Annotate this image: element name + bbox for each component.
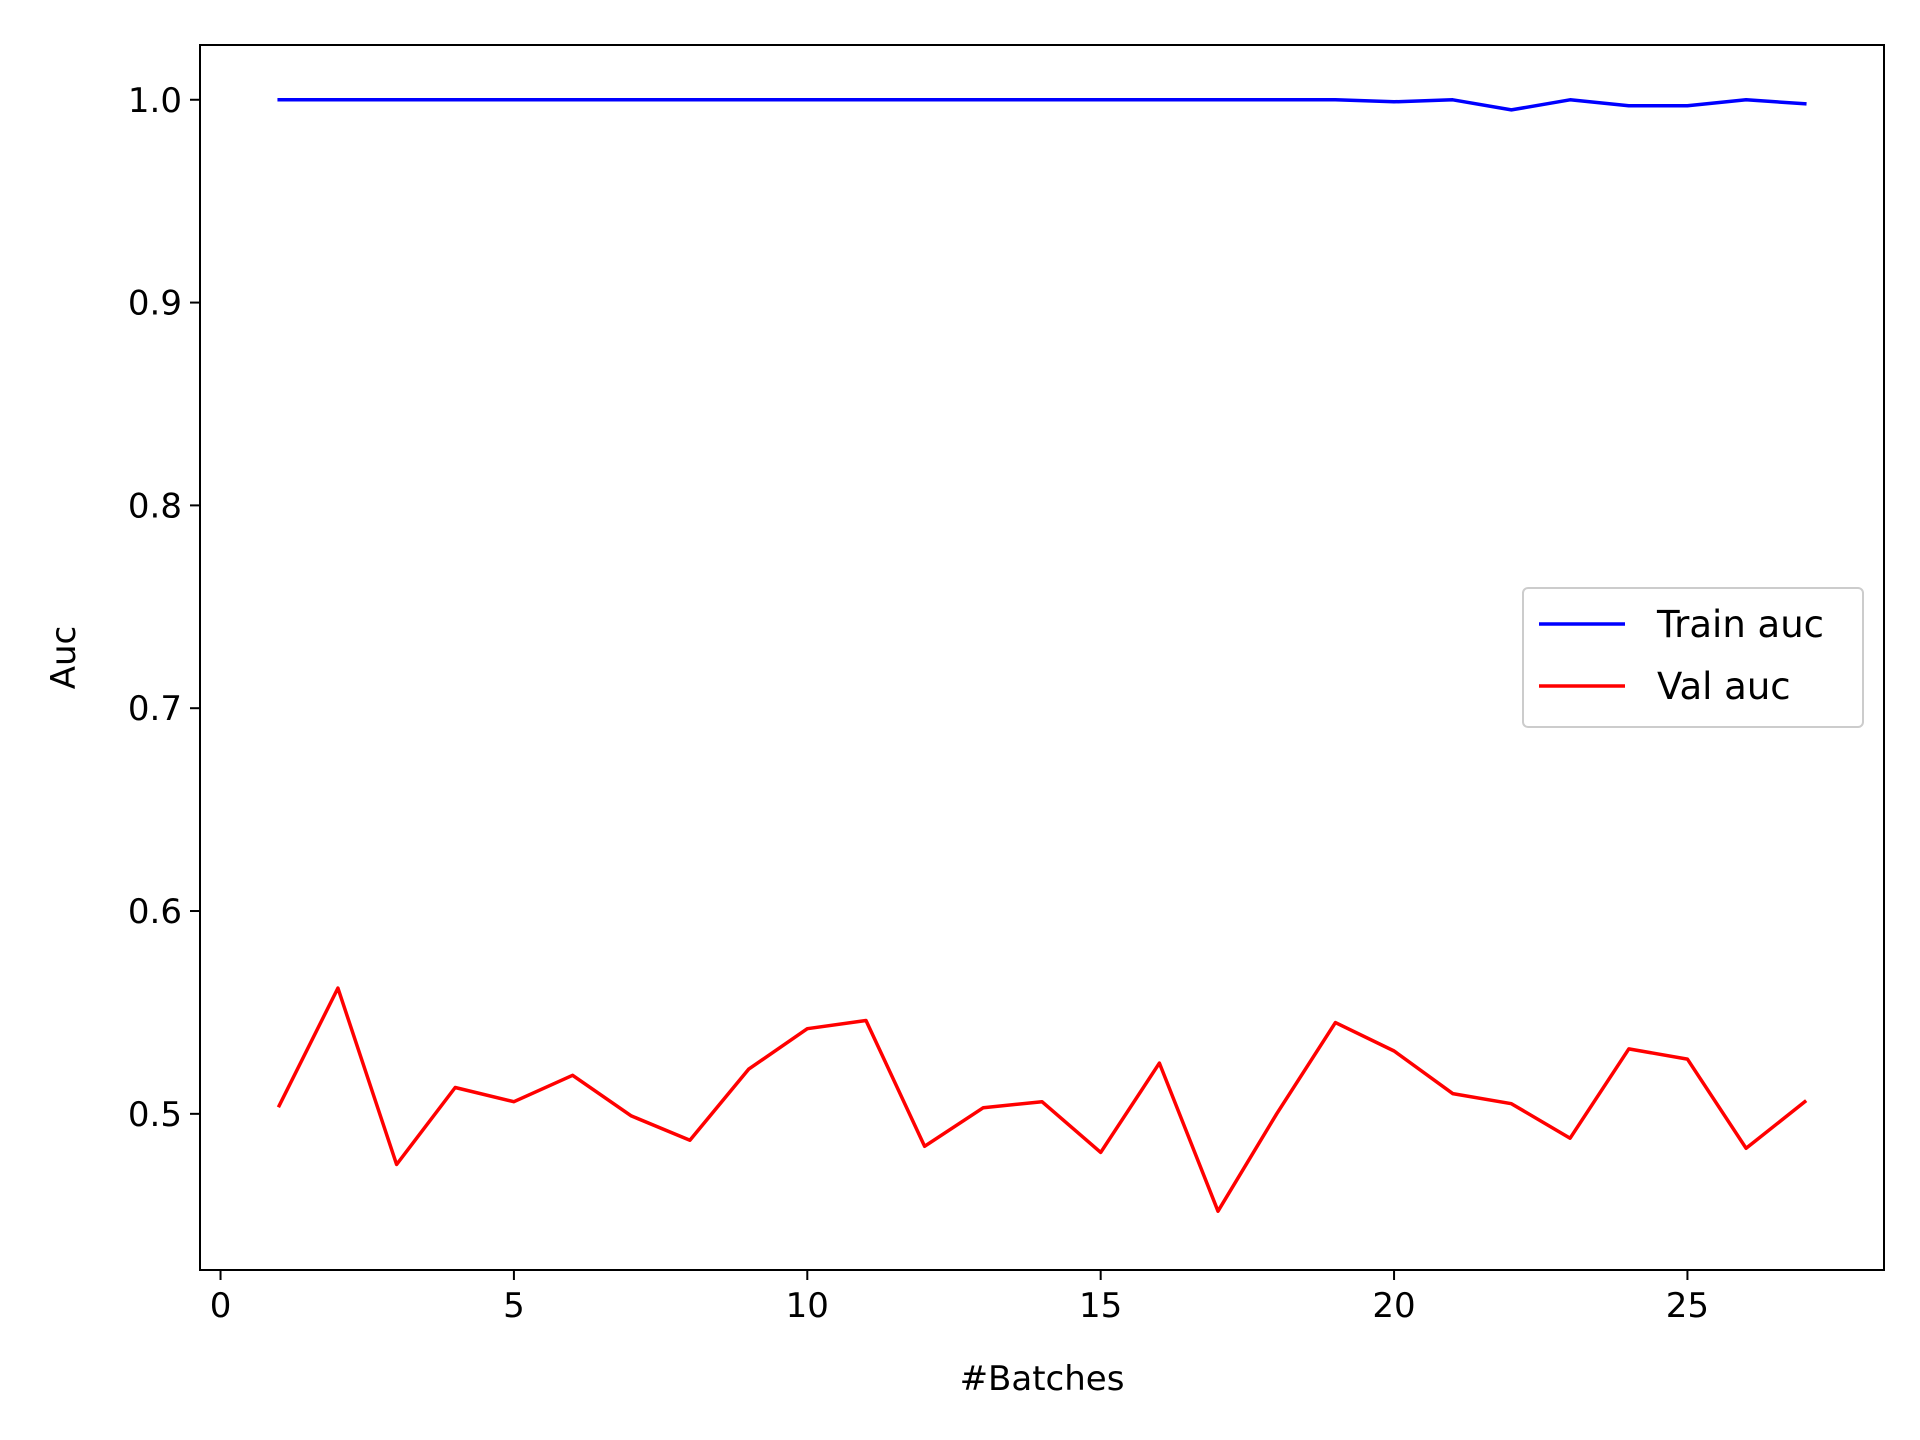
y-tick-label: 1.0 [128, 81, 182, 121]
legend: Train auc Val auc [1522, 587, 1864, 728]
series-layer [276, 98, 1808, 1213]
y-tick-label: 0.6 [128, 892, 182, 932]
x-tick-label: 15 [1079, 1286, 1122, 1326]
x-tick-label: 10 [786, 1286, 829, 1326]
y-tick-label: 0.7 [128, 689, 182, 729]
x-tick-label: 20 [1372, 1286, 1415, 1326]
legend-label: Train auc [1656, 603, 1824, 646]
x-axis-label: #Batches [960, 1359, 1125, 1399]
x-axis: 0 5 10 15 20 25 [210, 1270, 1709, 1326]
x-tick-label: 5 [503, 1286, 525, 1326]
x-tick-label: 25 [1666, 1286, 1709, 1326]
series-line-train-auc [277, 98, 1807, 112]
y-axis-label: Auc [44, 626, 84, 690]
y-tick-label: 0.9 [128, 284, 182, 324]
x-tick-label: 0 [210, 1286, 232, 1326]
plot-area-frame [199, 44, 1885, 1271]
y-axis: 0.5 0.6 0.7 0.8 0.9 1.0 [128, 81, 200, 1135]
legend-label: Val auc [1657, 665, 1791, 708]
y-tick-label: 0.8 [128, 486, 182, 526]
series-line-val-auc [276, 986, 1808, 1213]
y-tick-label: 0.5 [128, 1095, 182, 1135]
